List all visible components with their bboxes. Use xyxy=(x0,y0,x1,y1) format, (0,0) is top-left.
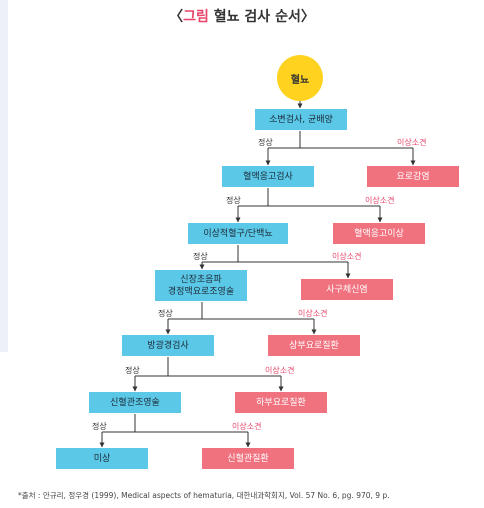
label-normal: 정상 xyxy=(258,138,273,147)
title-text: 혈뇨 검사 순서 xyxy=(208,9,301,25)
figure-title: 〈그림 혈뇨 검사 순서〉 xyxy=(0,6,484,26)
finding-box-uti: 요로감염 xyxy=(367,166,459,187)
result-box-unknown: 미상 xyxy=(56,448,148,469)
test-box-dysmorphic-rbc-proteinuria: 이상적혈구/단백뇨 xyxy=(188,223,288,244)
title-close-bracket: 〉 xyxy=(300,9,315,25)
finding-box-glomerulonephritis: 사구체신염 xyxy=(301,279,393,300)
finding-box-coagulopathy: 혈액응고이상 xyxy=(333,223,425,244)
label-abnormal: 이상소견 xyxy=(365,196,395,205)
finding-box-upper-urinary-disease: 상부요로질환 xyxy=(268,335,360,356)
label-abnormal: 이상소견 xyxy=(397,138,427,147)
label-normal: 정상 xyxy=(226,196,241,205)
label-normal: 정상 xyxy=(92,422,107,431)
test-box-coagulation: 혈액응고검사 xyxy=(222,166,314,187)
label-normal: 정상 xyxy=(193,252,208,261)
test-box-line-ivp: 경정맥요로조영술 xyxy=(167,286,235,297)
test-box-ultrasound-ivp: 신장초음파 경정맥요로조영술 xyxy=(155,270,247,301)
label-abnormal: 이상소견 xyxy=(332,252,362,261)
finding-box-lower-urinary-disease: 하부요로질환 xyxy=(235,392,327,413)
test-box-cystoscopy: 방광경검사 xyxy=(122,335,214,356)
start-node-hematuria: 혈뇨 xyxy=(277,55,323,101)
source-footnote: *출처 : 안규리, 정우경 (1999), Medical aspects o… xyxy=(18,491,390,500)
label-abnormal: 이상소견 xyxy=(232,422,262,431)
label-normal: 정상 xyxy=(158,309,173,318)
label-abnormal: 이상소견 xyxy=(265,366,295,375)
label-abnormal: 이상소견 xyxy=(298,309,328,318)
left-background-strip xyxy=(0,0,8,352)
test-box-renal-angiography: 신혈관조영술 xyxy=(89,392,181,413)
title-open-bracket: 〈 xyxy=(169,9,184,25)
label-normal: 정상 xyxy=(125,366,140,375)
test-box-urinalysis-culture: 소변검사, 균배양 xyxy=(255,109,347,130)
title-prefix: 그림 xyxy=(183,9,209,25)
test-box-line-ultrasound: 신장초음파 xyxy=(180,274,222,285)
finding-box-renovascular-disease: 신혈관질환 xyxy=(202,448,294,469)
